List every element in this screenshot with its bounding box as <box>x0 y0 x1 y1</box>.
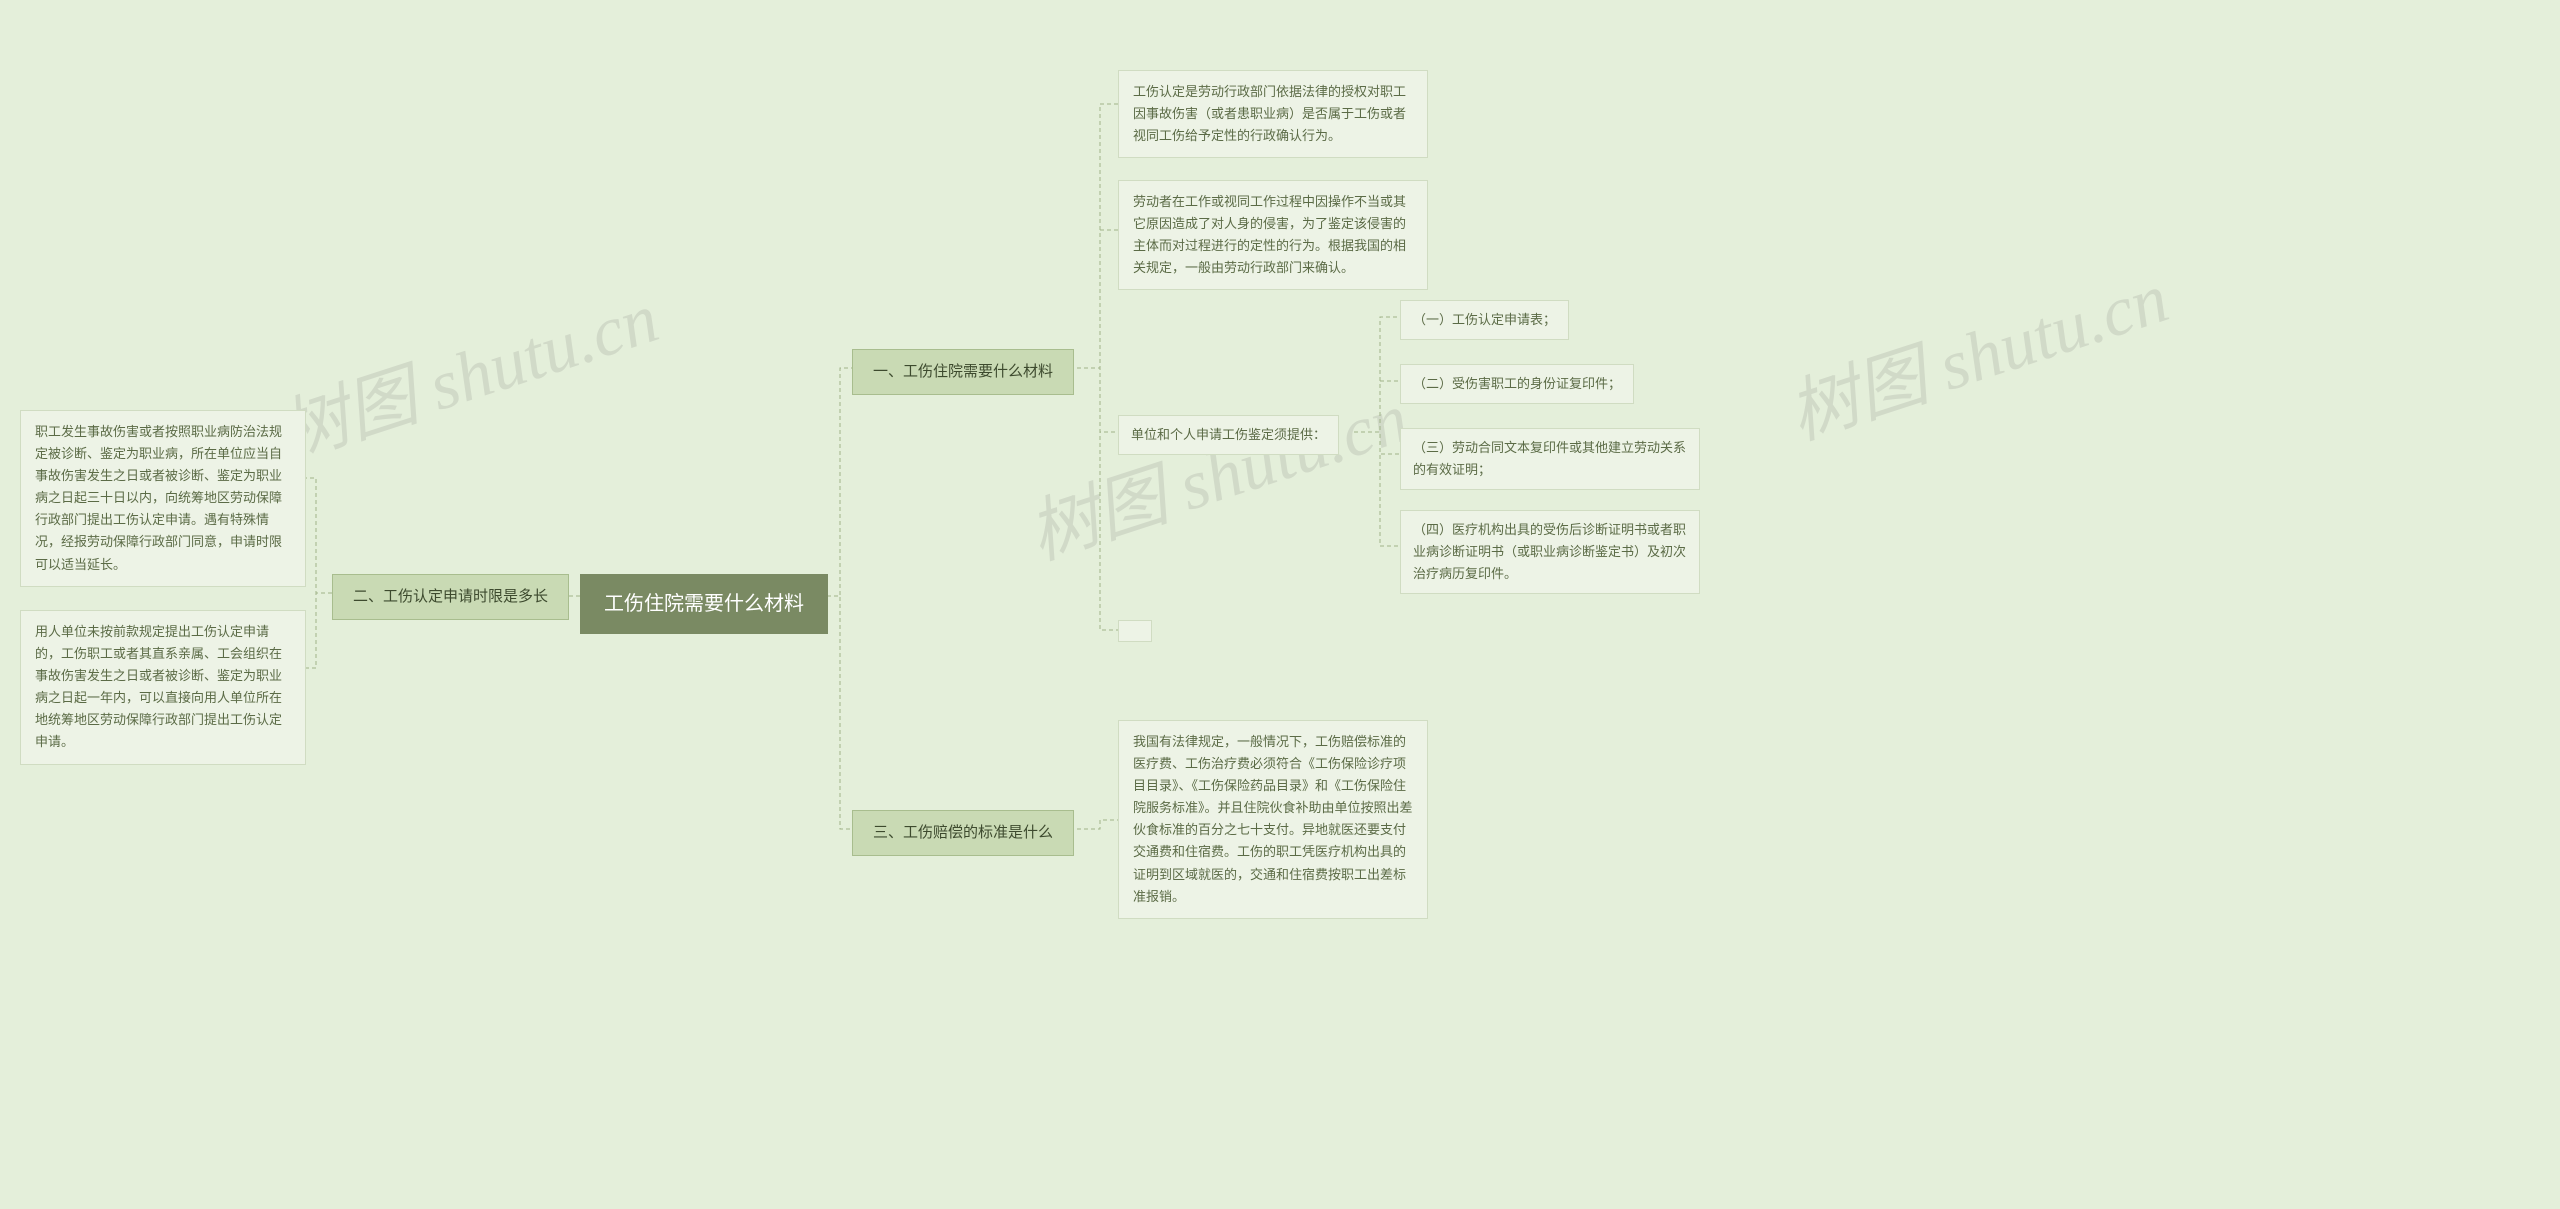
watermark: 树图 shutu.cn <box>264 262 669 479</box>
leaf-b1c4-empty <box>1118 620 1152 642</box>
branch-3: 三、工伤赔偿的标准是什么 <box>852 810 1074 856</box>
leaf-b3c1: 我国有法律规定，一般情况下，工伤赔偿标准的医疗费、工伤治疗费必须符合《工伤保险诊… <box>1118 720 1428 919</box>
branch-1: 一、工伤住院需要什么材料 <box>852 349 1074 395</box>
mindmap-root: 工伤住院需要什么材料 <box>580 574 828 634</box>
watermark: 树图 shutu.cn <box>1774 242 2179 459</box>
leaf-b1c3c: （三）劳动合同文本复印件或其他建立劳动关系的有效证明； <box>1400 428 1700 490</box>
branch-2: 二、工伤认定申请时限是多长 <box>332 574 569 620</box>
leaf-b1c3a: （一）工伤认定申请表； <box>1400 300 1569 340</box>
leaf-b1c2: 劳动者在工作或视同工作过程中因操作不当或其它原因造成了对人身的侵害，为了鉴定该侵… <box>1118 180 1428 290</box>
subbranch-b1c3: 单位和个人申请工伤鉴定须提供： <box>1118 415 1339 455</box>
leaf-b1c1: 工伤认定是劳动行政部门依据法律的授权对职工因事故伤害（或者患职业病）是否属于工伤… <box>1118 70 1428 158</box>
leaf-b2c1: 职工发生事故伤害或者按照职业病防治法规定被诊断、鉴定为职业病，所在单位应当自事故… <box>20 410 306 587</box>
watermark: 树图 shutu.cn <box>1014 362 1419 579</box>
leaf-b1c3d: （四）医疗机构出具的受伤后诊断证明书或者职业病诊断证明书（或职业病诊断鉴定书）及… <box>1400 510 1700 594</box>
leaf-b2c2: 用人单位未按前款规定提出工伤认定申请的，工伤职工或者其直系亲属、工会组织在事故伤… <box>20 610 306 765</box>
leaf-b1c3b: （二）受伤害职工的身份证复印件； <box>1400 364 1634 404</box>
